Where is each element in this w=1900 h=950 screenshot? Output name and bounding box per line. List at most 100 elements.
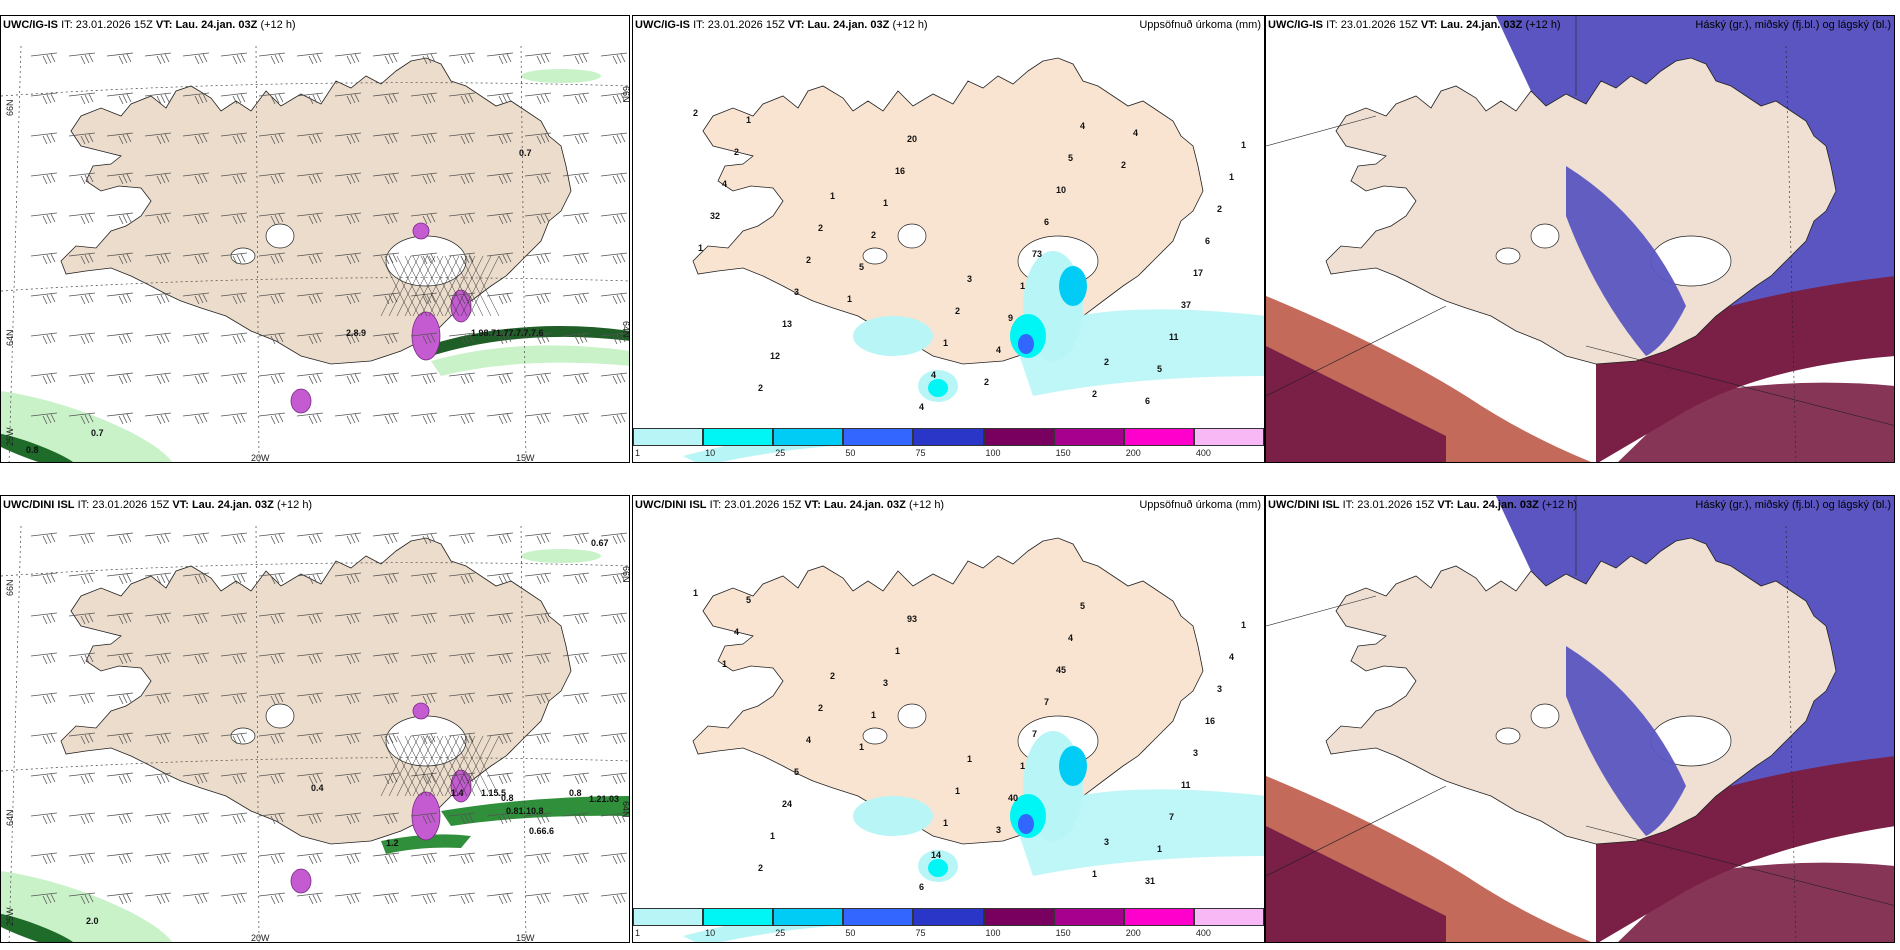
wind-barb [258, 372, 286, 385]
wind-barb [600, 212, 628, 225]
panel-title: UWC/IG-IS IT: 23.01.2026 15Z VT: Lau. 24… [635, 19, 928, 31]
wind-barb [258, 652, 286, 665]
wind-barb [182, 812, 210, 825]
wind-barb [258, 892, 286, 905]
wind-barb [410, 812, 438, 825]
wind-barb [296, 652, 324, 665]
wind-barb [182, 92, 210, 105]
wind-barb [334, 52, 362, 65]
latitude-line-64n [1, 277, 629, 292]
lon-label-20w: 20W [251, 453, 270, 463]
precip-area-heavy [1018, 334, 1034, 354]
wind-barb [372, 612, 400, 625]
precip-value-label: 4 [1229, 652, 1234, 662]
wind-barb [106, 652, 134, 665]
precip-value-label: 1 [693, 588, 698, 598]
wind-barb [144, 692, 172, 705]
wind-barb [410, 612, 438, 625]
panel-title: UWC/DINI ISL IT: 23.01.2026 15Z VT: Lau.… [3, 499, 313, 511]
mid-cloud-area [1618, 862, 1894, 942]
precip-map[interactable]: 2132122212142345613410171220637216731111… [633, 16, 1265, 463]
wind-barb [30, 172, 58, 185]
glacier-outline [862, 247, 888, 265]
wind-barb [68, 372, 96, 385]
wind-barb [372, 732, 400, 745]
wind-barb [372, 52, 400, 65]
graticule [1, 525, 629, 942]
latitude-line-64n [1, 757, 629, 772]
colorbar-tick-label: 200 [1125, 928, 1141, 938]
hatch-line [380, 735, 412, 797]
wind-barb [600, 852, 628, 865]
wind-barb [486, 412, 514, 425]
precip-value-label: 10 [1056, 185, 1066, 195]
wind-barb [68, 132, 96, 145]
precip-light [521, 69, 601, 83]
wind-barb [258, 812, 286, 825]
precip-value-label: 5 [1068, 153, 1073, 163]
wind-barb [372, 332, 400, 345]
precip-value-label: 1 [955, 786, 960, 796]
precip-value-label: 3 [967, 274, 972, 284]
wind-barb [296, 852, 324, 865]
precip-value-label: 2 [818, 223, 823, 233]
precip-value-label: 14 [931, 850, 941, 860]
wind-barb [334, 852, 362, 865]
wind-barb [524, 652, 552, 665]
wind-barb [296, 212, 324, 225]
precip-value-label: 2 [1104, 357, 1109, 367]
wind-map[interactable]: 66N 64N 66N 64N 25W 20W 15W 0.7 0.7 0.8 2.8.9 1.98.… [1, 16, 630, 463]
wind-barb [30, 732, 58, 745]
wind-barb [334, 252, 362, 265]
wind-barb [448, 612, 476, 625]
wind-barb [410, 372, 438, 385]
grid-line [1585, 345, 1894, 426]
wind-barb [410, 92, 438, 105]
precip-area-medium [928, 379, 948, 397]
precip-value-label: 1 [1157, 844, 1162, 854]
cloud-map[interactable] [1266, 496, 1895, 943]
wind-barb [524, 852, 552, 865]
wind-barb [144, 852, 172, 865]
precip-cell [411, 791, 441, 841]
wind-barb [410, 132, 438, 145]
wind-barb [486, 292, 514, 305]
wind-barb [486, 172, 514, 185]
wind-barb [448, 692, 476, 705]
wind-barb [220, 292, 248, 305]
cloud-title: Háský (gr.), miðský (fj.bl.) og lágský (… [1695, 499, 1891, 511]
colorbar-tick-label: 150 [1055, 448, 1071, 458]
wind-barb [144, 892, 172, 905]
wind-barb [68, 652, 96, 665]
wind-barb [600, 652, 628, 665]
wind-barb [334, 172, 362, 185]
precip-value-label: 11 [1181, 780, 1191, 790]
hatch-line [452, 735, 484, 797]
precip-map[interactable]: 1213121144153514416246453193711217753114… [633, 496, 1265, 943]
precip-shading [1, 549, 629, 942]
cloud-map[interactable] [1266, 16, 1895, 463]
wind-barb [334, 732, 362, 745]
precip-value-label: 4 [1068, 633, 1073, 643]
wind-barb [106, 572, 134, 585]
hatch-line [428, 735, 460, 797]
colorbar-tick-label: 75 [915, 448, 926, 458]
wind-barb [600, 372, 628, 385]
wind-barb [372, 892, 400, 905]
precip-value-label: 1 [1020, 761, 1025, 771]
colorbar-tick-label: 400 [1195, 448, 1211, 458]
wind-barb [410, 212, 438, 225]
precip-value-label: 5 [794, 767, 799, 777]
wind-barb [220, 212, 248, 225]
wind-barb [562, 332, 590, 345]
wind-barb [296, 172, 324, 185]
wind-barb [334, 92, 362, 105]
precip-value-label: 2 [818, 703, 823, 713]
glacier-outline [897, 223, 927, 249]
precip-value-label: 12 [770, 351, 780, 361]
wind-barb [144, 572, 172, 585]
wind-barb [296, 732, 324, 745]
precip-value-label: 40 [1008, 793, 1018, 803]
wind-barb [486, 652, 514, 665]
